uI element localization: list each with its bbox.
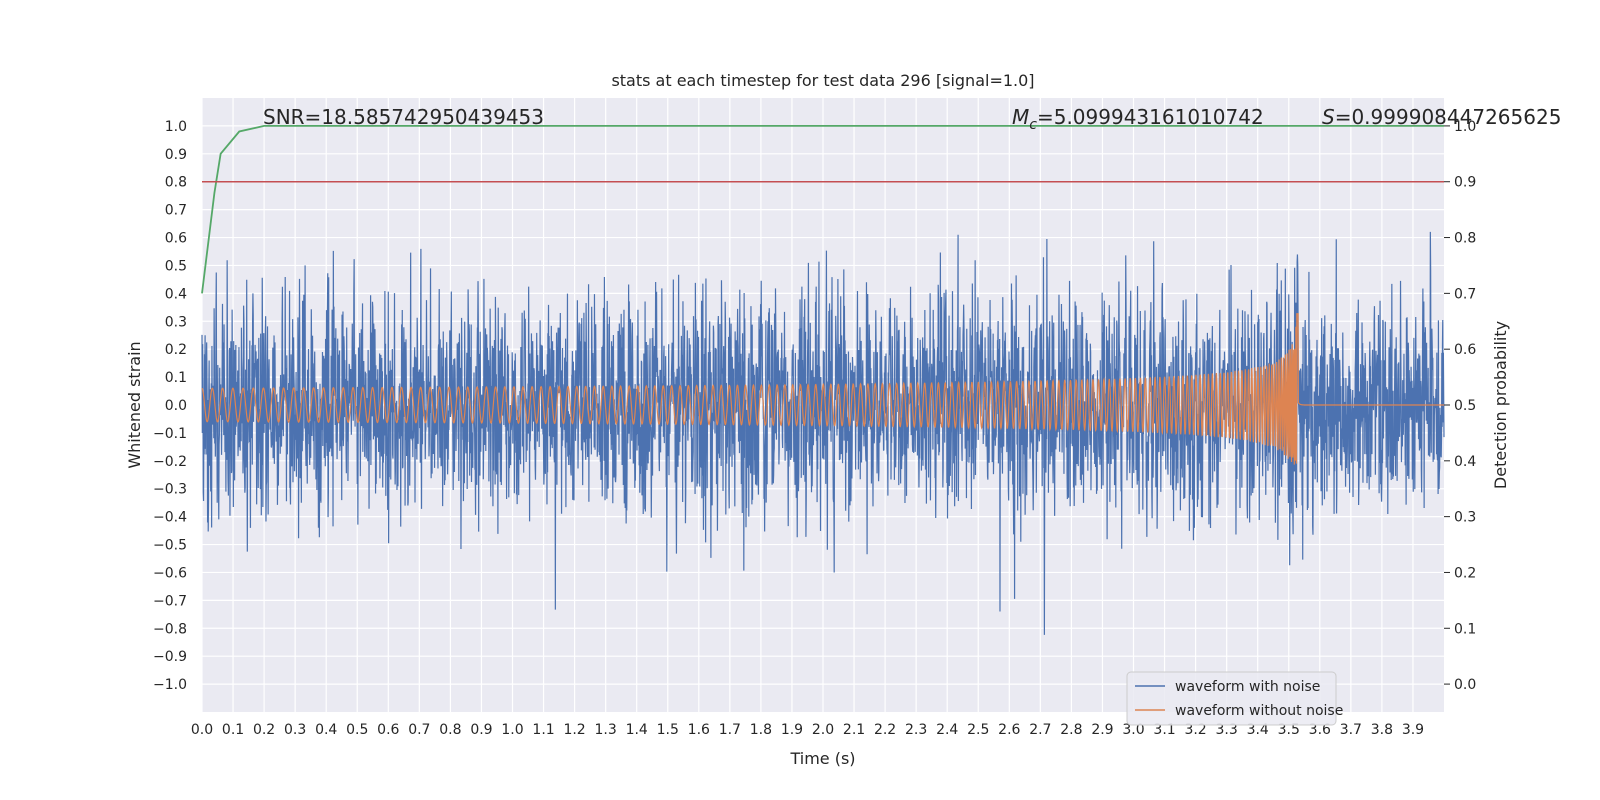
y2-tick-label: 0.7 [1454,286,1476,302]
y-tick-label: 0.6 [165,231,187,247]
x-tick-label: 2.5 [967,722,989,738]
y2-tick-label: 0.1 [1454,621,1476,637]
x-tick-label: 0.2 [253,722,275,738]
y2-tick-label: 0.8 [1454,231,1476,247]
y-tick-label: −0.6 [153,565,187,581]
x-tick-label: 1.2 [563,722,585,738]
y-tick-label: −0.1 [153,426,187,442]
legend-label-clean: waveform without noise [1175,703,1343,719]
chirp-mass-subscript: c [1029,117,1037,133]
x-tick-label: 2.7 [1029,722,1051,738]
y-tick-label: −1.0 [153,677,187,693]
y-tick-label: 1.0 [165,119,187,135]
x-tick-label: 0.0 [191,722,213,738]
y2-tick-label: 1.0 [1454,119,1476,135]
legend: waveform with noise waveform without noi… [1126,671,1343,726]
y2-tick-label: 0.3 [1454,510,1476,526]
x-tick-label: 3.6 [1309,722,1331,738]
x-tick-label: 0.6 [377,722,399,738]
x-tick-label: 3.4 [1247,722,1269,738]
x-tick-label: 1.0 [501,722,523,738]
x-axis-ticks: 0.0 0.1 0.2 0.3 0.4 0.5 0.6 0.7 0.8 0.9 1.0 1.1 1.2 1… [191,722,1424,738]
legend-box [1126,671,1337,726]
x-tick-label: 3.5 [1278,722,1300,738]
y-tick-label: 0.8 [165,175,187,191]
x-tick-label: 3.1 [1153,722,1175,738]
x-tick-label: 1.7 [719,722,741,738]
x-tick-label: 1.3 [595,722,617,738]
x-tick-label: 3.3 [1216,722,1238,738]
y-axis-label: Whitened strain [125,341,144,468]
y-tick-label: −0.2 [153,454,187,470]
y-tick-label: −0.4 [153,510,187,526]
y-tick-label: −0.9 [153,649,187,665]
y2-tick-label: 0.0 [1454,677,1476,693]
x-tick-label: 0.8 [439,722,461,738]
y-tick-label: −0.7 [153,593,187,609]
y-tick-label: 0.3 [165,314,187,330]
y-tick-label: 0.1 [165,370,187,386]
chirp-mass-symbol: M [1012,105,1029,129]
x-tick-label: 3.7 [1340,722,1362,738]
stat-s-symbol: S [1322,105,1335,129]
x-tick-label: 2.1 [843,722,865,738]
x-tick-label: 1.5 [657,722,679,738]
y-tick-label: 0.0 [165,398,187,414]
x-tick-label: 3.8 [1371,722,1393,738]
plot-area [201,125,1445,635]
y-tick-label: 0.5 [165,258,187,274]
y2-tick-label: 0.9 [1454,175,1476,191]
x-tick-label: 0.3 [284,722,306,738]
x-tick-label: 0.5 [346,722,368,738]
x-tick-label: 0.9 [470,722,492,738]
x-tick-label: 3.0 [1122,722,1144,738]
x-tick-label: 2.4 [936,722,958,738]
y2-tick-label: 0.6 [1454,342,1476,358]
x-tick-label: 0.1 [222,722,244,738]
y-tick-label: −0.8 [153,621,187,637]
y2-tick-label: 0.5 [1454,398,1476,414]
x-tick-label: 1.4 [626,722,648,738]
x-tick-label: 2.3 [905,722,927,738]
y2-tick-label: 0.4 [1454,454,1476,470]
stat-s-value: =0.999908447265625 [1335,105,1562,129]
x-tick-label: 1.8 [750,722,772,738]
x-tick-label: 2.2 [874,722,896,738]
chirp-mass-value: =5.099943161010742 [1037,105,1264,129]
x-tick-label: 1.9 [781,722,803,738]
x-tick-label: 2.6 [998,722,1020,738]
x-tick-label: 2.9 [1091,722,1113,738]
y-tick-label: 0.2 [165,342,187,358]
y-axis-ticks: 1.0 0.9 0.8 0.7 0.6 0.5 0.4 0.3 0.2 0.1 0.0 −0.1 −0.… [153,119,187,693]
x-tick-label: 0.4 [315,722,337,738]
stat-s-annotation: S=0.999908447265625 [1322,105,1561,129]
y-tick-label: 0.4 [165,286,187,302]
x-tick-label: 1.6 [688,722,710,738]
y-tick-label: −0.5 [153,538,187,554]
y-tick-label: 0.7 [165,203,187,219]
x-tick-label: 3.9 [1402,722,1424,738]
x-tick-label: 2.0 [812,722,834,738]
snr-annotation: SNR=18.585742950439453 [263,105,544,129]
x-tick-label: 3.2 [1184,722,1206,738]
chart-title: stats at each timestep for test data 296… [611,71,1034,90]
x-tick-label: 0.7 [408,722,430,738]
legend-label-noisy: waveform with noise [1175,679,1320,695]
y2-axis-ticks: 1.0 0.9 0.8 0.7 0.6 0.5 0.4 0.3 0.2 0.1 0.0 [1444,119,1476,693]
chirp-mass-annotation: Mc=5.099943161010742 [1012,105,1264,133]
series-detection-probability [201,125,1444,294]
x-tick-label: 1.1 [532,722,554,738]
y-tick-label: 0.9 [165,147,187,163]
y-tick-label: −0.3 [153,482,187,498]
y2-axis-label: Detection probability [1491,321,1510,489]
y2-tick-label: 0.2 [1454,565,1476,581]
series-waveform-with-noise [201,231,1445,635]
x-axis-label: Time (s) [789,749,855,768]
series-waveform-without-noise [201,313,1444,465]
x-tick-label: 2.8 [1060,722,1082,738]
